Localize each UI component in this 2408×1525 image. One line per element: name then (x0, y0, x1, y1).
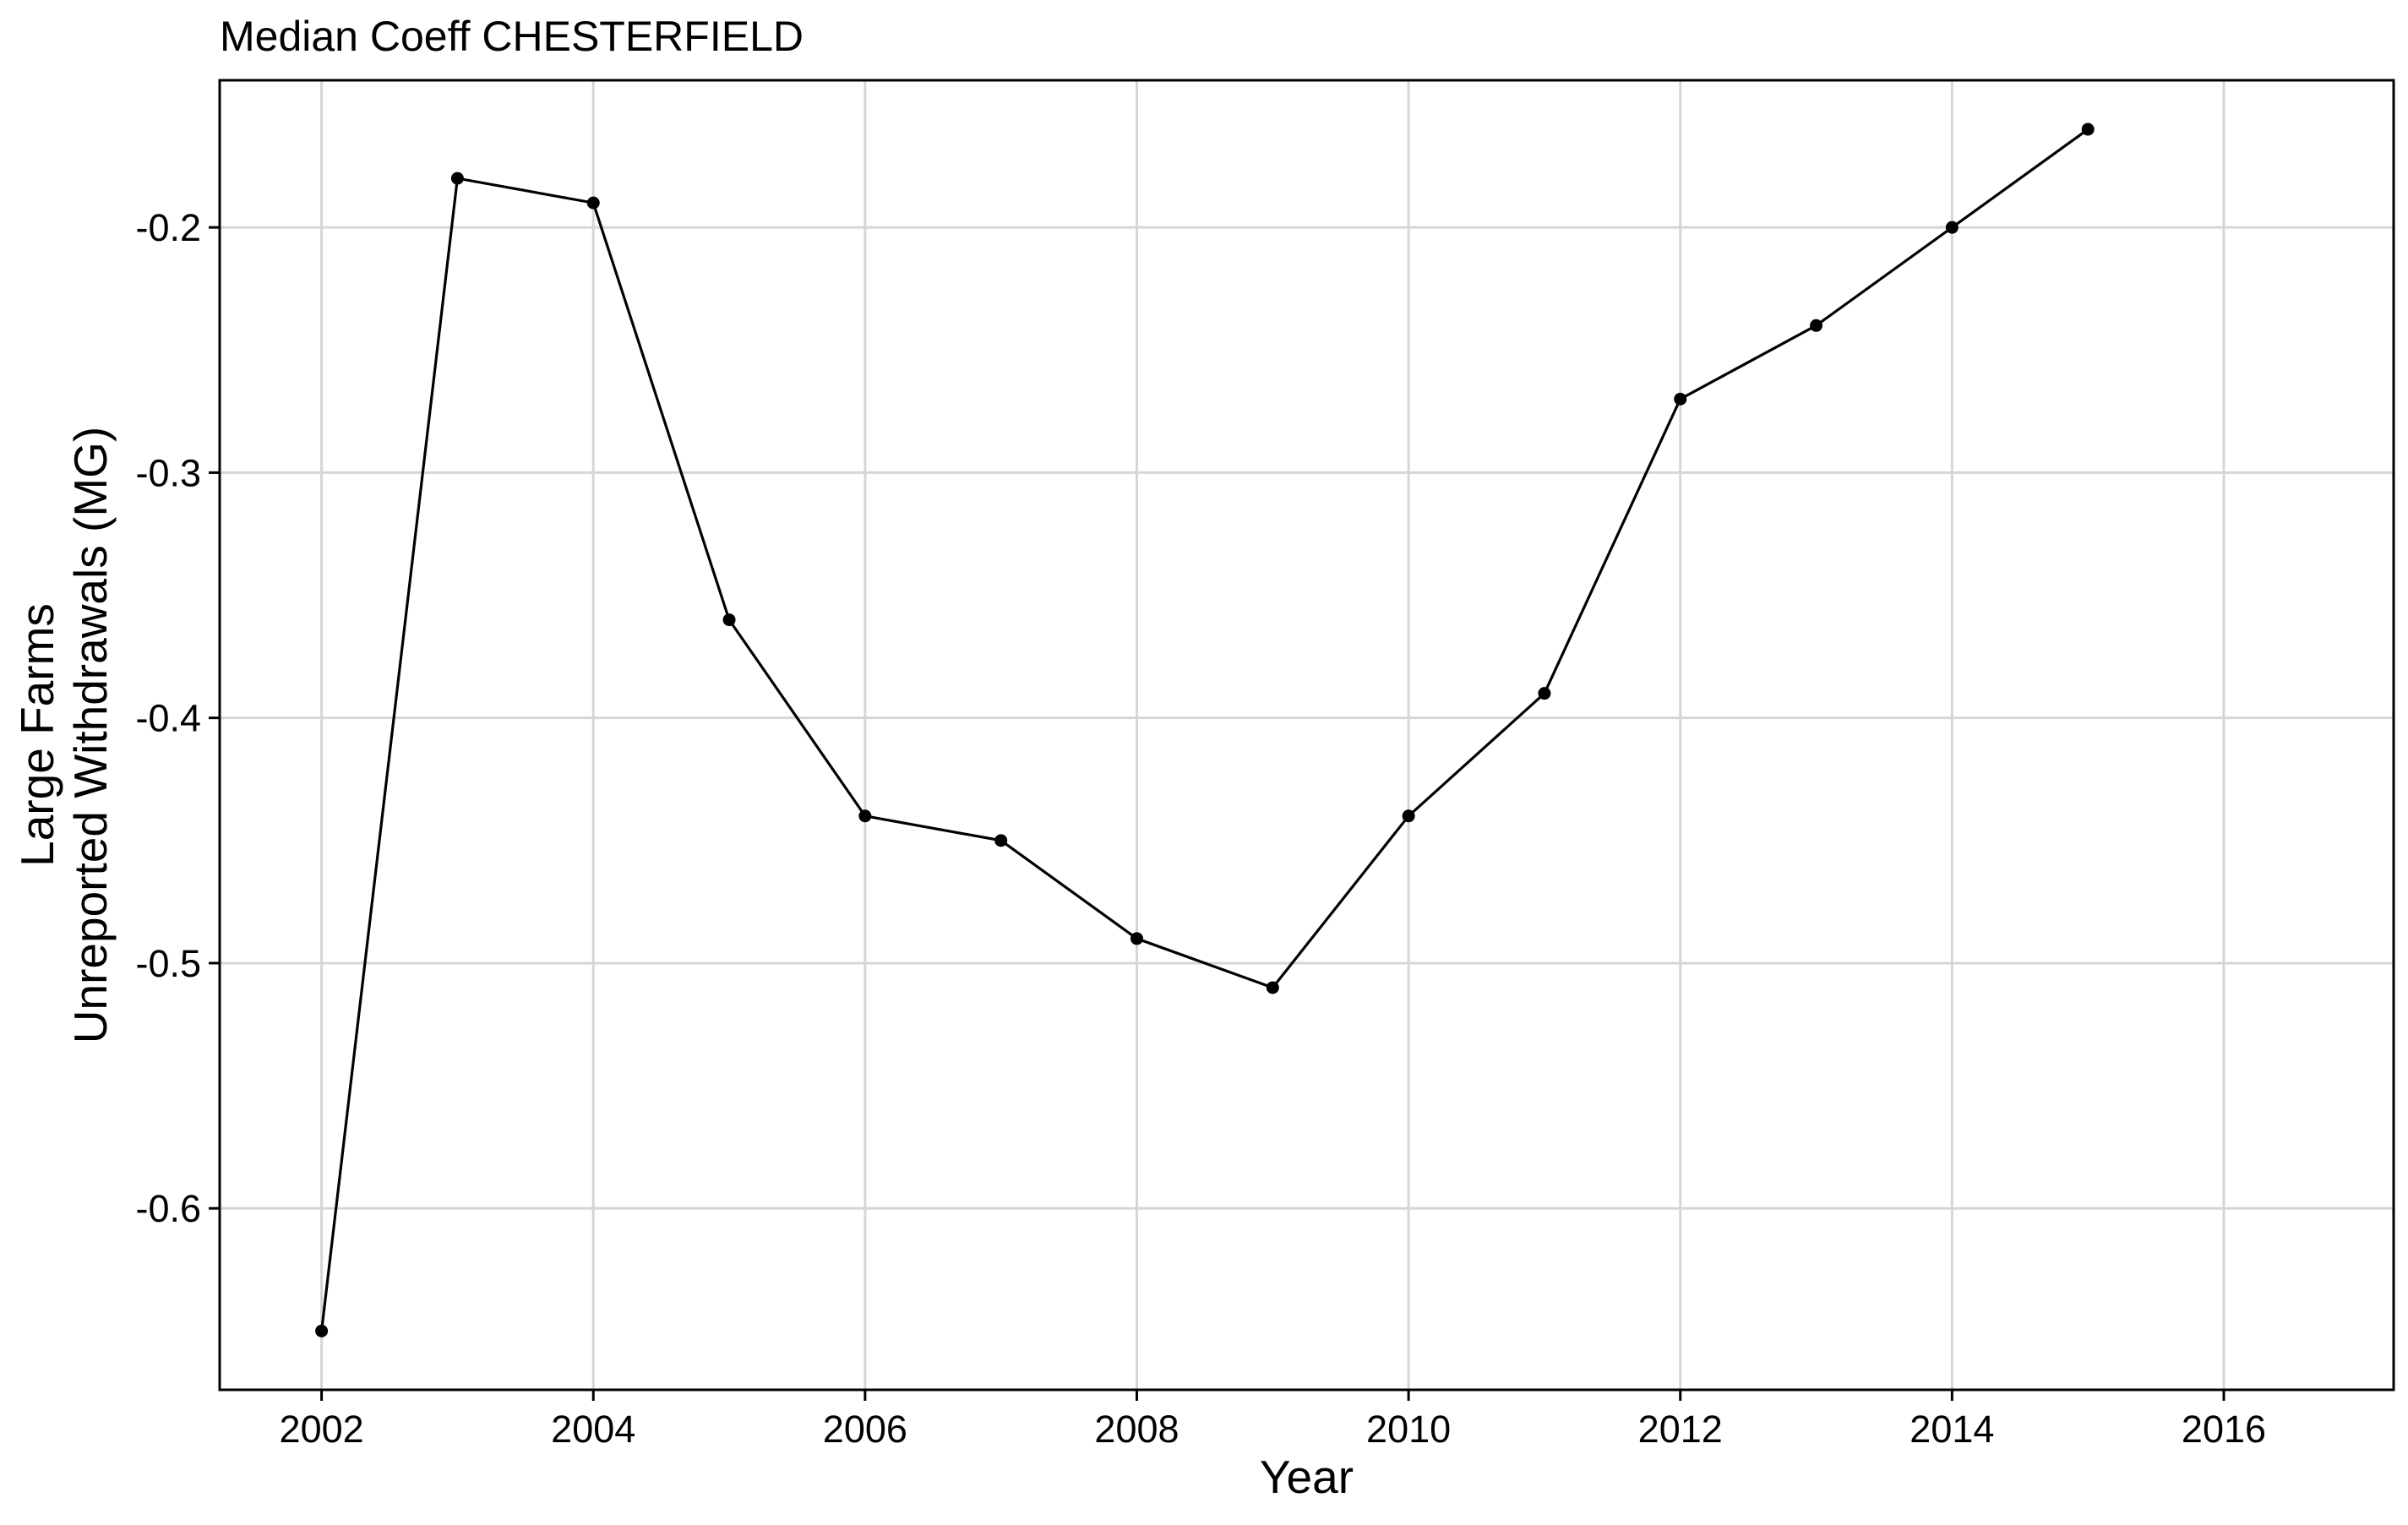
data-point (1402, 809, 1415, 823)
y-axis-title-line-2: Unreported Withdrawals (MG) (64, 427, 117, 1043)
data-point (1130, 932, 1143, 945)
x-tick-label: 2012 (1638, 1408, 1723, 1451)
series-layer (315, 123, 2095, 1337)
x-tick-label: 2002 (280, 1408, 364, 1451)
plot-panel-border (218, 79, 2395, 1392)
y-tick-label: -0.2 (135, 206, 201, 249)
x-tick-label: 2006 (823, 1408, 907, 1451)
x-tick-label: 2008 (1094, 1408, 1179, 1451)
data-point (1945, 221, 1959, 234)
data-point (450, 172, 464, 185)
axis-ticks: 2002 2004 2006 2008 2010 2012 2014 2016 -0.6 -0.5… (135, 206, 2266, 1451)
gridlines (220, 80, 2394, 1390)
x-tick-label: 2004 (551, 1408, 635, 1451)
y-axis-title: Large Farms Unreported Withdrawals (MG) (11, 427, 117, 1043)
data-point (1266, 981, 1279, 994)
data-point (994, 834, 1008, 847)
y-tick-label: -0.4 (135, 697, 201, 740)
y-tick-label: -0.5 (135, 942, 201, 985)
data-point (1538, 687, 1551, 700)
x-tick-label: 2010 (1366, 1408, 1451, 1451)
data-point (1674, 392, 1687, 406)
x-tick-label: 2014 (1910, 1408, 1994, 1451)
data-point (315, 1324, 329, 1337)
series-line (320, 128, 2089, 1332)
y-tick-label: -0.3 (135, 451, 201, 494)
chart-title: Median Coeff CHESTERFIELD (220, 13, 804, 60)
data-point (722, 613, 736, 627)
data-point (586, 196, 600, 210)
y-axis-title-line-1: Large Farms (11, 603, 63, 867)
data-point (1810, 319, 1823, 332)
x-axis-title: Year (1260, 1451, 1354, 1503)
data-point (2081, 123, 2095, 136)
data-point (858, 809, 872, 823)
y-tick-label: -0.6 (135, 1187, 201, 1230)
x-tick-label: 2016 (2182, 1408, 2266, 1451)
